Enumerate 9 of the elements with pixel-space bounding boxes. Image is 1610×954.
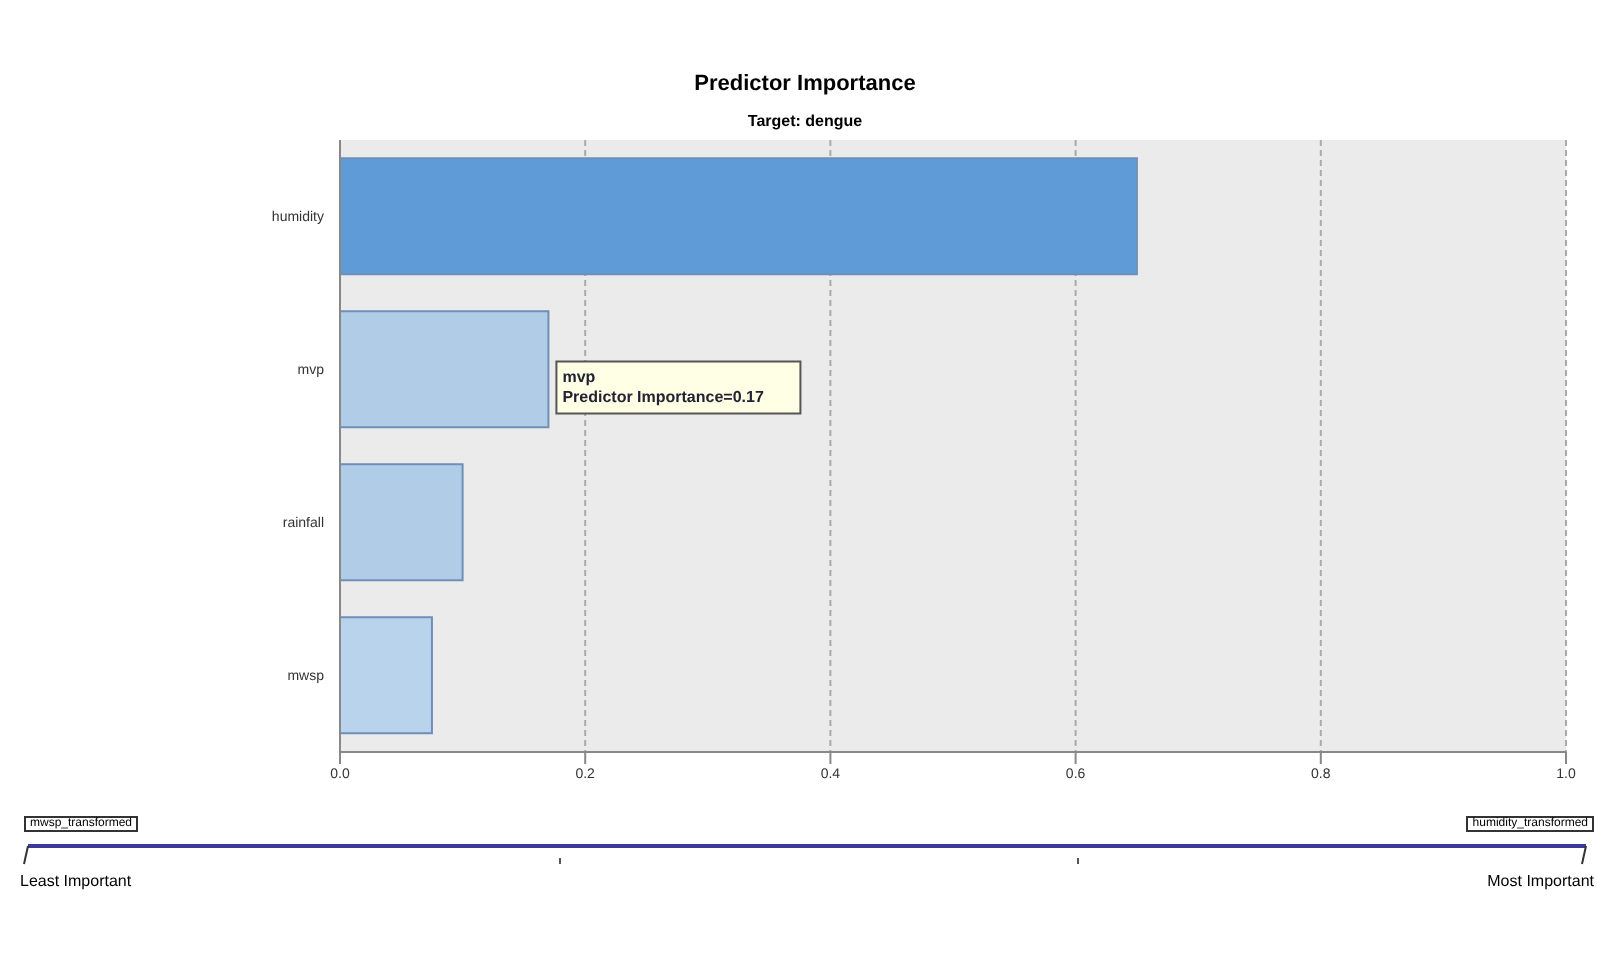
annotation: mvp Predictor Importance=0.17 <box>562 367 765 406</box>
bar <box>340 463 464 582</box>
bar <box>340 310 550 429</box>
text: Least Important <box>20 872 132 890</box>
bar <box>340 157 1138 276</box>
bar <box>340 616 433 735</box>
chart-title: Predictor Importance <box>692 70 918 100</box>
chart-subtitle: Target: dengue <box>745 112 865 132</box>
text: Most Important <box>1487 872 1594 890</box>
